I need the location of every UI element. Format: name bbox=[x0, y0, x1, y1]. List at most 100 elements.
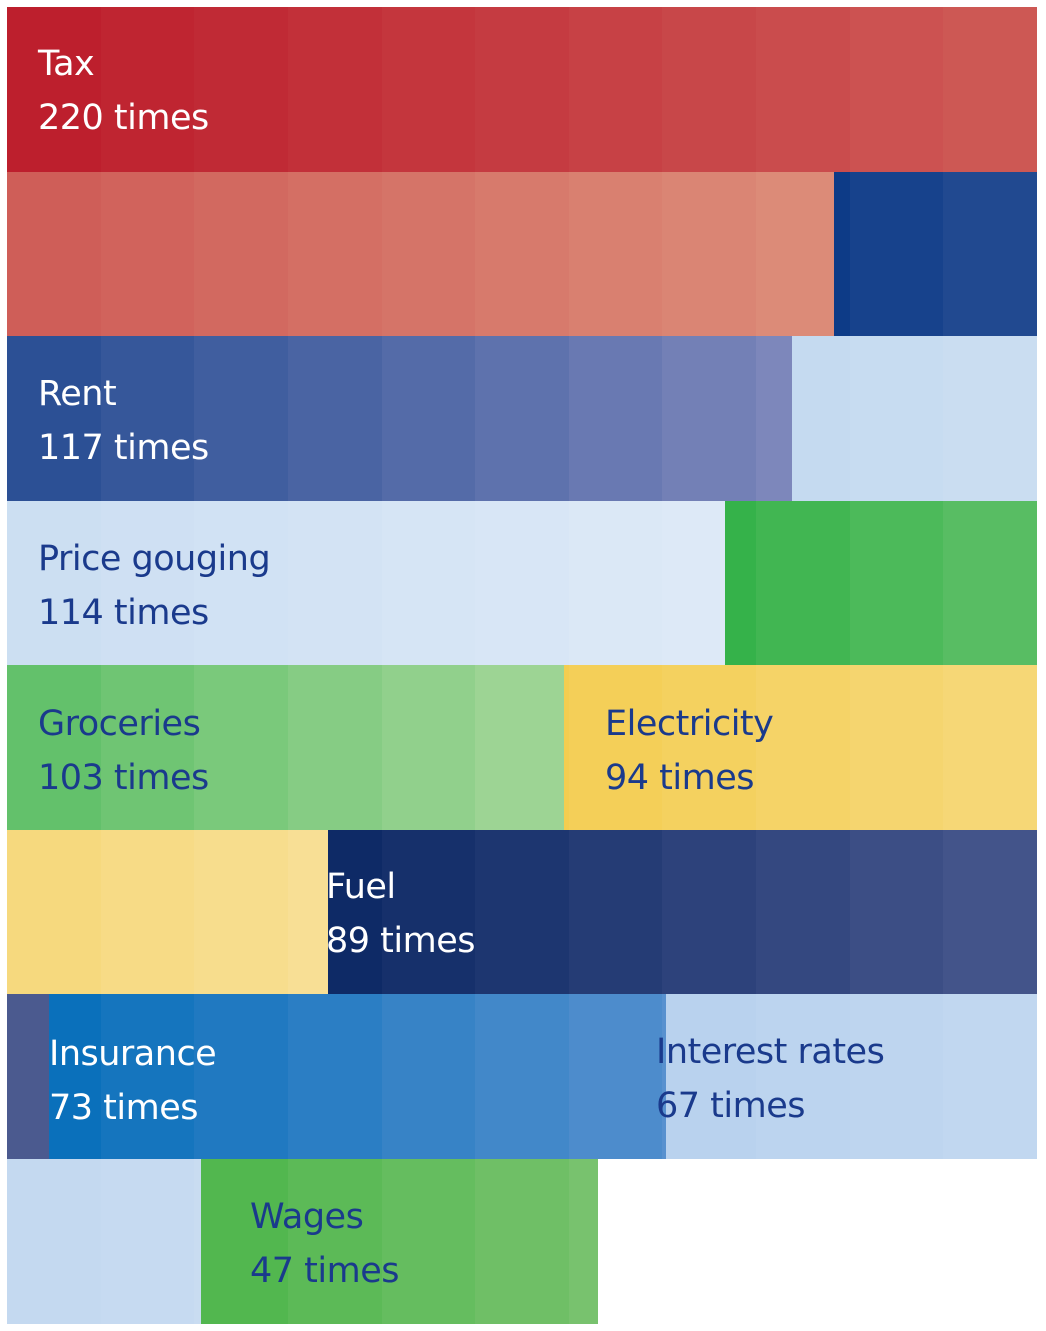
waffle-cell-fuel bbox=[7, 994, 50, 1159]
waffle-cell-interest-rates bbox=[756, 994, 851, 1159]
waffle-cell-electricity bbox=[287, 829, 329, 995]
series-value: 114 times bbox=[38, 593, 209, 633]
series-label: Price gouging 114 times bbox=[38, 532, 271, 640]
waffle-cell-price-gouging bbox=[568, 500, 663, 666]
waffle-cell-rent bbox=[194, 336, 289, 501]
waffle-cell-rent bbox=[287, 336, 383, 501]
waffle-cell-insurance bbox=[100, 994, 195, 1159]
waffle-cell-rent bbox=[7, 336, 102, 501]
waffle-cell-insurance bbox=[662, 994, 667, 1159]
series-value: 47 times bbox=[250, 1251, 399, 1291]
waffle-cell-price-gouging bbox=[943, 336, 1038, 501]
waffle-cell-fuel bbox=[849, 829, 944, 995]
waffle-cell-rent bbox=[100, 336, 195, 501]
series-name: Electricity bbox=[605, 704, 774, 744]
waffle-cell-groceries bbox=[943, 500, 1038, 666]
waffle-cell-tax bbox=[381, 7, 476, 172]
waffle-cell-groceries bbox=[287, 665, 383, 830]
series-name: Groceries bbox=[38, 704, 201, 744]
waffle-cell-groceries bbox=[381, 665, 476, 830]
waffle-cell-price-gouging bbox=[287, 500, 383, 666]
waffle-cell-fuel bbox=[756, 829, 851, 995]
waffle-cell-insurance bbox=[194, 994, 289, 1159]
waffle-cell-tax bbox=[194, 171, 289, 337]
series-label: Rent 117 times bbox=[38, 367, 209, 475]
waffle-cell-insurance bbox=[287, 994, 383, 1159]
series-label: Wages 47 times bbox=[250, 1190, 399, 1298]
waffle-cell-tax bbox=[381, 171, 476, 337]
waffle-cell-tax bbox=[100, 7, 195, 172]
waffle-cell-tax bbox=[568, 7, 663, 172]
waffle-cell-price-gouging bbox=[194, 500, 289, 666]
waffle-cell-tax bbox=[194, 7, 289, 172]
waffle-cell-rent bbox=[475, 336, 570, 501]
waffle-cell-rent bbox=[943, 171, 1038, 337]
waffle-cell-groceries bbox=[7, 665, 102, 830]
waffle-cell-electricity bbox=[564, 665, 570, 830]
waffle-cell-tax bbox=[662, 7, 757, 172]
waffle-cell-interest-rates bbox=[194, 1158, 202, 1324]
series-name: Insurance bbox=[49, 1034, 217, 1074]
waffle-cell-groceries bbox=[849, 500, 944, 666]
waffle-cell-tax bbox=[756, 7, 851, 172]
waffle-cell-price-gouging bbox=[662, 500, 726, 666]
waffle-cell-price-gouging bbox=[381, 500, 476, 666]
waffle-cell-tax bbox=[7, 7, 102, 172]
waffle-cell-tax bbox=[568, 171, 663, 337]
series-value: 220 times bbox=[38, 98, 209, 138]
waffle-cell-fuel bbox=[475, 829, 570, 995]
waffle-cell-interest-rates bbox=[100, 1158, 195, 1324]
waffle-cell-tax bbox=[475, 7, 570, 172]
waffle-cell-fuel bbox=[327, 829, 383, 995]
waffle-cell-price-gouging bbox=[475, 500, 570, 666]
series-label: Electricity 94 times bbox=[605, 697, 774, 805]
waffle-cell-tax bbox=[943, 7, 1038, 172]
waffle-cell-electricity bbox=[849, 665, 944, 830]
waffle-cell-fuel bbox=[568, 829, 663, 995]
waffle-cell-fuel bbox=[943, 829, 1038, 995]
waffle-cell-electricity bbox=[7, 829, 102, 995]
series-label: Fuel 89 times bbox=[326, 860, 475, 968]
waffle-cell-wages bbox=[568, 1158, 599, 1324]
waffle-cell-wages bbox=[381, 1158, 476, 1324]
series-name: Interest rates bbox=[656, 1032, 885, 1072]
waffle-cell-interest-rates bbox=[665, 994, 757, 1159]
waffle-cell-price-gouging bbox=[792, 336, 851, 501]
waffle-cell-tax bbox=[100, 171, 195, 337]
waffle-cell-rent bbox=[381, 336, 476, 501]
waffle-cell-rent bbox=[756, 336, 793, 501]
waffle-cell-wages bbox=[201, 1158, 289, 1324]
waffle-cell-rent bbox=[834, 171, 851, 337]
waffle-cell-fuel bbox=[381, 829, 476, 995]
waffle-cell-rent bbox=[568, 336, 663, 501]
waffle-cell-rent bbox=[662, 336, 757, 501]
series-name: Wages bbox=[250, 1197, 364, 1237]
series-label: Groceries 103 times bbox=[38, 697, 209, 805]
series-label: Insurance 73 times bbox=[49, 1027, 217, 1135]
waffle-cell-wages bbox=[475, 1158, 570, 1324]
waffle-cell-tax bbox=[662, 171, 757, 337]
waffle-cell-electricity bbox=[662, 665, 757, 830]
waffle-cell-groceries bbox=[724, 500, 757, 666]
series-value: 67 times bbox=[656, 1086, 805, 1126]
waffle-cell-wages bbox=[287, 1158, 383, 1324]
series-label: Interest rates 67 times bbox=[656, 1025, 885, 1133]
waffle-cell-price-gouging bbox=[849, 336, 944, 501]
waffle-cell-fuel bbox=[662, 829, 757, 995]
series-value: 117 times bbox=[38, 428, 209, 468]
waffle-cell-interest-rates bbox=[7, 1158, 102, 1324]
waffle-cell-electricity bbox=[943, 665, 1038, 830]
waffle-cell-insurance bbox=[381, 994, 476, 1159]
waffle-cell-groceries bbox=[100, 665, 195, 830]
waffle-chart: Tax 220 times Rent 117 times Price gouging 11… bbox=[7, 7, 1038, 1324]
waffle-cell-electricity bbox=[194, 829, 289, 995]
waffle-cell-tax bbox=[7, 171, 102, 337]
waffle-cell-price-gouging bbox=[7, 500, 102, 666]
series-value: 89 times bbox=[326, 921, 475, 961]
waffle-cell-insurance bbox=[49, 994, 102, 1159]
series-label: Tax 220 times bbox=[38, 37, 209, 145]
series-name: Fuel bbox=[326, 867, 396, 907]
series-name: Rent bbox=[38, 374, 117, 414]
waffle-cell-interest-rates bbox=[943, 994, 1038, 1159]
waffle-cell-tax bbox=[287, 7, 383, 172]
